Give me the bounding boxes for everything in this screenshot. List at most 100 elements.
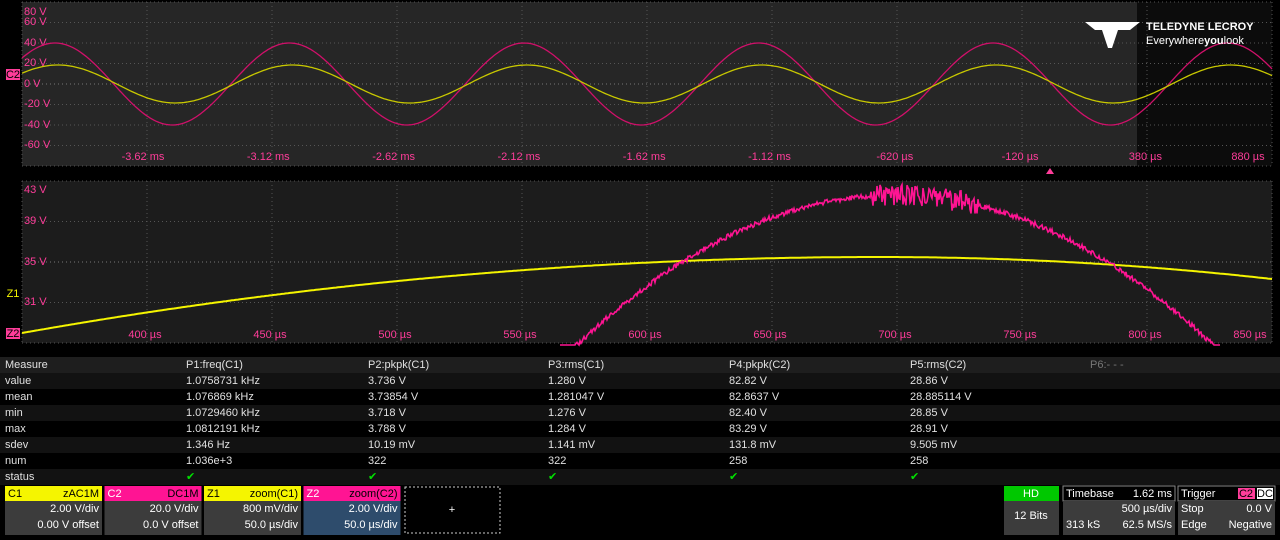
x-tick-label: 650 µs bbox=[753, 329, 787, 341]
channel-marker: C2 bbox=[6, 69, 20, 81]
table-header: P4:pkpk(C2) bbox=[729, 359, 790, 371]
channel-header bbox=[104, 486, 202, 501]
trigger-mode: Stop bbox=[1181, 503, 1204, 515]
x-tick-label: 800 µs bbox=[1128, 329, 1162, 341]
table-cell: 258 bbox=[729, 455, 747, 467]
x-tick-label: 700 µs bbox=[878, 329, 912, 341]
table-cell: ✔ bbox=[186, 471, 195, 483]
table-cell: 1.0758731 kHz bbox=[186, 375, 260, 387]
x-tick-label: 400 µs bbox=[128, 329, 162, 341]
x-tick-label: 550 µs bbox=[503, 329, 537, 341]
table-cell: 322 bbox=[548, 455, 566, 467]
logo-tag-part: you bbox=[1204, 35, 1224, 47]
channel-body[interactable] bbox=[303, 501, 401, 535]
table-cell: 3.788 V bbox=[368, 423, 407, 435]
hd-bits: 12 Bits bbox=[1014, 510, 1048, 522]
channel-tag: zAC1M bbox=[63, 488, 99, 500]
table-cell: 28.86 V bbox=[910, 375, 949, 387]
trigger-source: C2 bbox=[1239, 488, 1253, 500]
add-box bbox=[404, 486, 501, 534]
y-tick-label: 35 V bbox=[24, 256, 47, 268]
table-cell: 1.0812191 kHz bbox=[186, 423, 260, 435]
channel-offset: 50.0 µs/div bbox=[344, 519, 398, 531]
trace-z2 bbox=[560, 181, 1220, 347]
channel-marker-bg bbox=[6, 69, 20, 80]
x-tick-label: -1.62 ms bbox=[623, 151, 666, 163]
channel-header bbox=[204, 486, 301, 501]
x-tick-label: -2.62 ms bbox=[372, 151, 415, 163]
timebase-delay: 1.62 ms bbox=[1133, 488, 1173, 500]
y-tick-label: -20 V bbox=[24, 98, 51, 110]
channel-scale: 20.0 V/div bbox=[150, 503, 199, 515]
table-header: P1:freq(C1) bbox=[186, 359, 243, 371]
table-cell: value bbox=[5, 375, 31, 387]
trigger-level: 0.0 V bbox=[1246, 503, 1272, 515]
trigger-coupling-bg bbox=[1257, 488, 1273, 499]
timebase-body[interactable] bbox=[1063, 501, 1175, 535]
timebase-rate: 62.5 MS/s bbox=[1122, 519, 1172, 531]
trigger-source-bg bbox=[1238, 488, 1255, 499]
x-tick-label: -3.12 ms bbox=[247, 151, 290, 163]
trigger-type: Edge bbox=[1181, 519, 1207, 531]
table-cell: 28.91 V bbox=[910, 423, 949, 435]
timebase-samples: 313 kS bbox=[1066, 519, 1100, 531]
x-tick-label: 750 µs bbox=[1003, 329, 1037, 341]
trigger-body[interactable] bbox=[1178, 501, 1275, 535]
table-cell: 1.141 mV bbox=[548, 439, 596, 451]
table-header: P5:rms(C2) bbox=[910, 359, 966, 371]
y-tick-label: 40 V bbox=[24, 37, 47, 49]
table-cell: num bbox=[5, 455, 26, 467]
add-button: + bbox=[449, 504, 455, 516]
table-row-bg bbox=[0, 469, 1280, 485]
table-cell: 82.40 V bbox=[729, 407, 768, 419]
table-cell: 1.346 Hz bbox=[186, 439, 230, 451]
x-tick-label: 600 µs bbox=[628, 329, 662, 341]
table-header: P3:rms(C1) bbox=[548, 359, 604, 371]
channel-name: Z2 bbox=[307, 488, 320, 500]
channel-body[interactable] bbox=[204, 501, 301, 535]
zoom-marker: Z2 bbox=[7, 328, 20, 340]
channel-body[interactable] bbox=[5, 501, 102, 535]
channel-scale: 2.00 V/div bbox=[349, 503, 398, 515]
trace-c1 bbox=[21, 64, 1273, 104]
table-row-bg bbox=[0, 437, 1280, 453]
y-tick-label: 39 V bbox=[24, 215, 47, 227]
trigger-coupling: DC bbox=[1257, 488, 1273, 500]
table-cell: ✔ bbox=[729, 471, 738, 483]
table-cell: sdev bbox=[5, 439, 29, 451]
trigger-title: Trigger bbox=[1181, 488, 1216, 500]
channel-name: Z1 bbox=[207, 488, 220, 500]
logo-icon bbox=[1085, 22, 1140, 48]
y-tick-label: 43 V bbox=[24, 184, 47, 196]
table-cell: 1.284 V bbox=[548, 423, 587, 435]
table-cell: mean bbox=[5, 391, 33, 403]
logo-tagline: Everywhereyoulook bbox=[1146, 35, 1244, 47]
table-cell: 1.280 V bbox=[548, 375, 587, 387]
table-cell: 10.19 mV bbox=[368, 439, 416, 451]
channel-name: C2 bbox=[108, 488, 122, 500]
logo-brand: TELEDYNE LECROY bbox=[1146, 21, 1254, 33]
zoom-region bbox=[1137, 2, 1272, 166]
x-tick-label: -120 µs bbox=[1002, 151, 1039, 163]
table-cell: 258 bbox=[910, 455, 928, 467]
channel-header bbox=[303, 486, 401, 501]
table-cell: 322 bbox=[368, 455, 386, 467]
x-tick-label: 500 µs bbox=[378, 329, 412, 341]
table-cell: max bbox=[5, 423, 26, 435]
channel-body[interactable] bbox=[104, 501, 202, 535]
table-cell: ✔ bbox=[910, 471, 919, 483]
table-cell: ✔ bbox=[548, 471, 557, 483]
channel-scale: 800 mV/div bbox=[243, 503, 299, 515]
table-row-bg bbox=[0, 405, 1280, 421]
timebase-title: Timebase bbox=[1066, 488, 1114, 500]
channel-offset: 50.0 µs/div bbox=[245, 519, 299, 531]
table-cell: 9.505 mV bbox=[910, 439, 958, 451]
table-row-bg bbox=[0, 373, 1280, 389]
table-cell: status bbox=[5, 471, 35, 483]
x-tick-label: -3.62 ms bbox=[122, 151, 165, 163]
channel-tag: zoom(C1) bbox=[250, 488, 298, 500]
table-cell: ✔ bbox=[368, 471, 377, 483]
table-cell: 131.8 mV bbox=[729, 439, 777, 451]
table-cell: 82.82 V bbox=[729, 375, 768, 387]
